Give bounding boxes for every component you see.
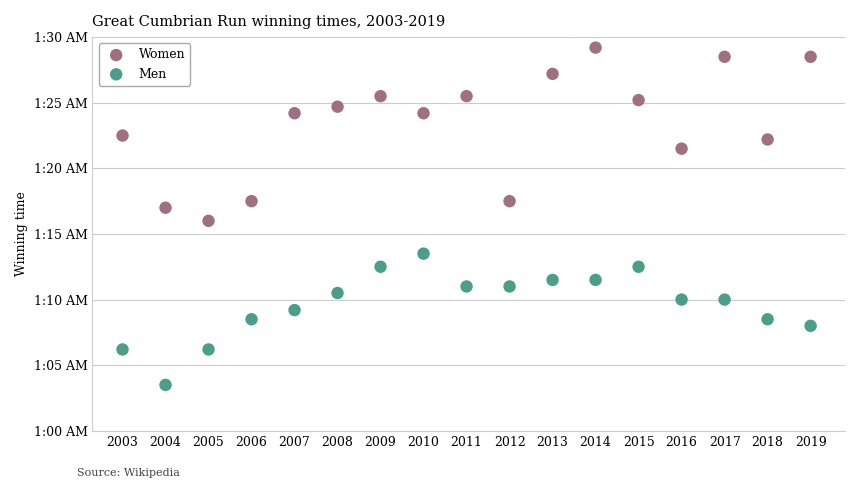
- Men: [718, 296, 732, 303]
- Text: Source: Wikipedia: Source: Wikipedia: [77, 468, 181, 478]
- Women: [287, 109, 301, 117]
- Legend: Women, Men: Women, Men: [99, 43, 190, 85]
- Women: [373, 92, 387, 100]
- Men: [804, 322, 818, 330]
- Men: [201, 346, 215, 354]
- Women: [503, 197, 517, 205]
- Women: [158, 204, 172, 212]
- Women: [417, 109, 431, 117]
- Men: [115, 346, 129, 354]
- Women: [330, 103, 344, 111]
- Men: [287, 306, 301, 314]
- Women: [201, 217, 215, 225]
- Y-axis label: Winning time: Winning time: [15, 192, 28, 276]
- Women: [718, 53, 732, 61]
- Men: [417, 250, 431, 257]
- Women: [675, 145, 689, 153]
- Women: [546, 70, 560, 78]
- Women: [632, 96, 646, 104]
- Men: [546, 276, 560, 284]
- Men: [503, 283, 517, 290]
- Men: [244, 315, 258, 323]
- Text: Great Cumbrian Run winning times, 2003-2019: Great Cumbrian Run winning times, 2003-2…: [92, 15, 445, 29]
- Women: [589, 44, 603, 52]
- Men: [373, 263, 387, 270]
- Women: [761, 136, 775, 143]
- Women: [460, 92, 474, 100]
- Men: [460, 283, 474, 290]
- Men: [761, 315, 775, 323]
- Men: [589, 276, 603, 284]
- Women: [244, 197, 258, 205]
- Men: [330, 289, 344, 297]
- Men: [158, 381, 172, 389]
- Men: [675, 296, 689, 303]
- Women: [115, 132, 129, 140]
- Men: [632, 263, 646, 270]
- Women: [804, 53, 818, 61]
